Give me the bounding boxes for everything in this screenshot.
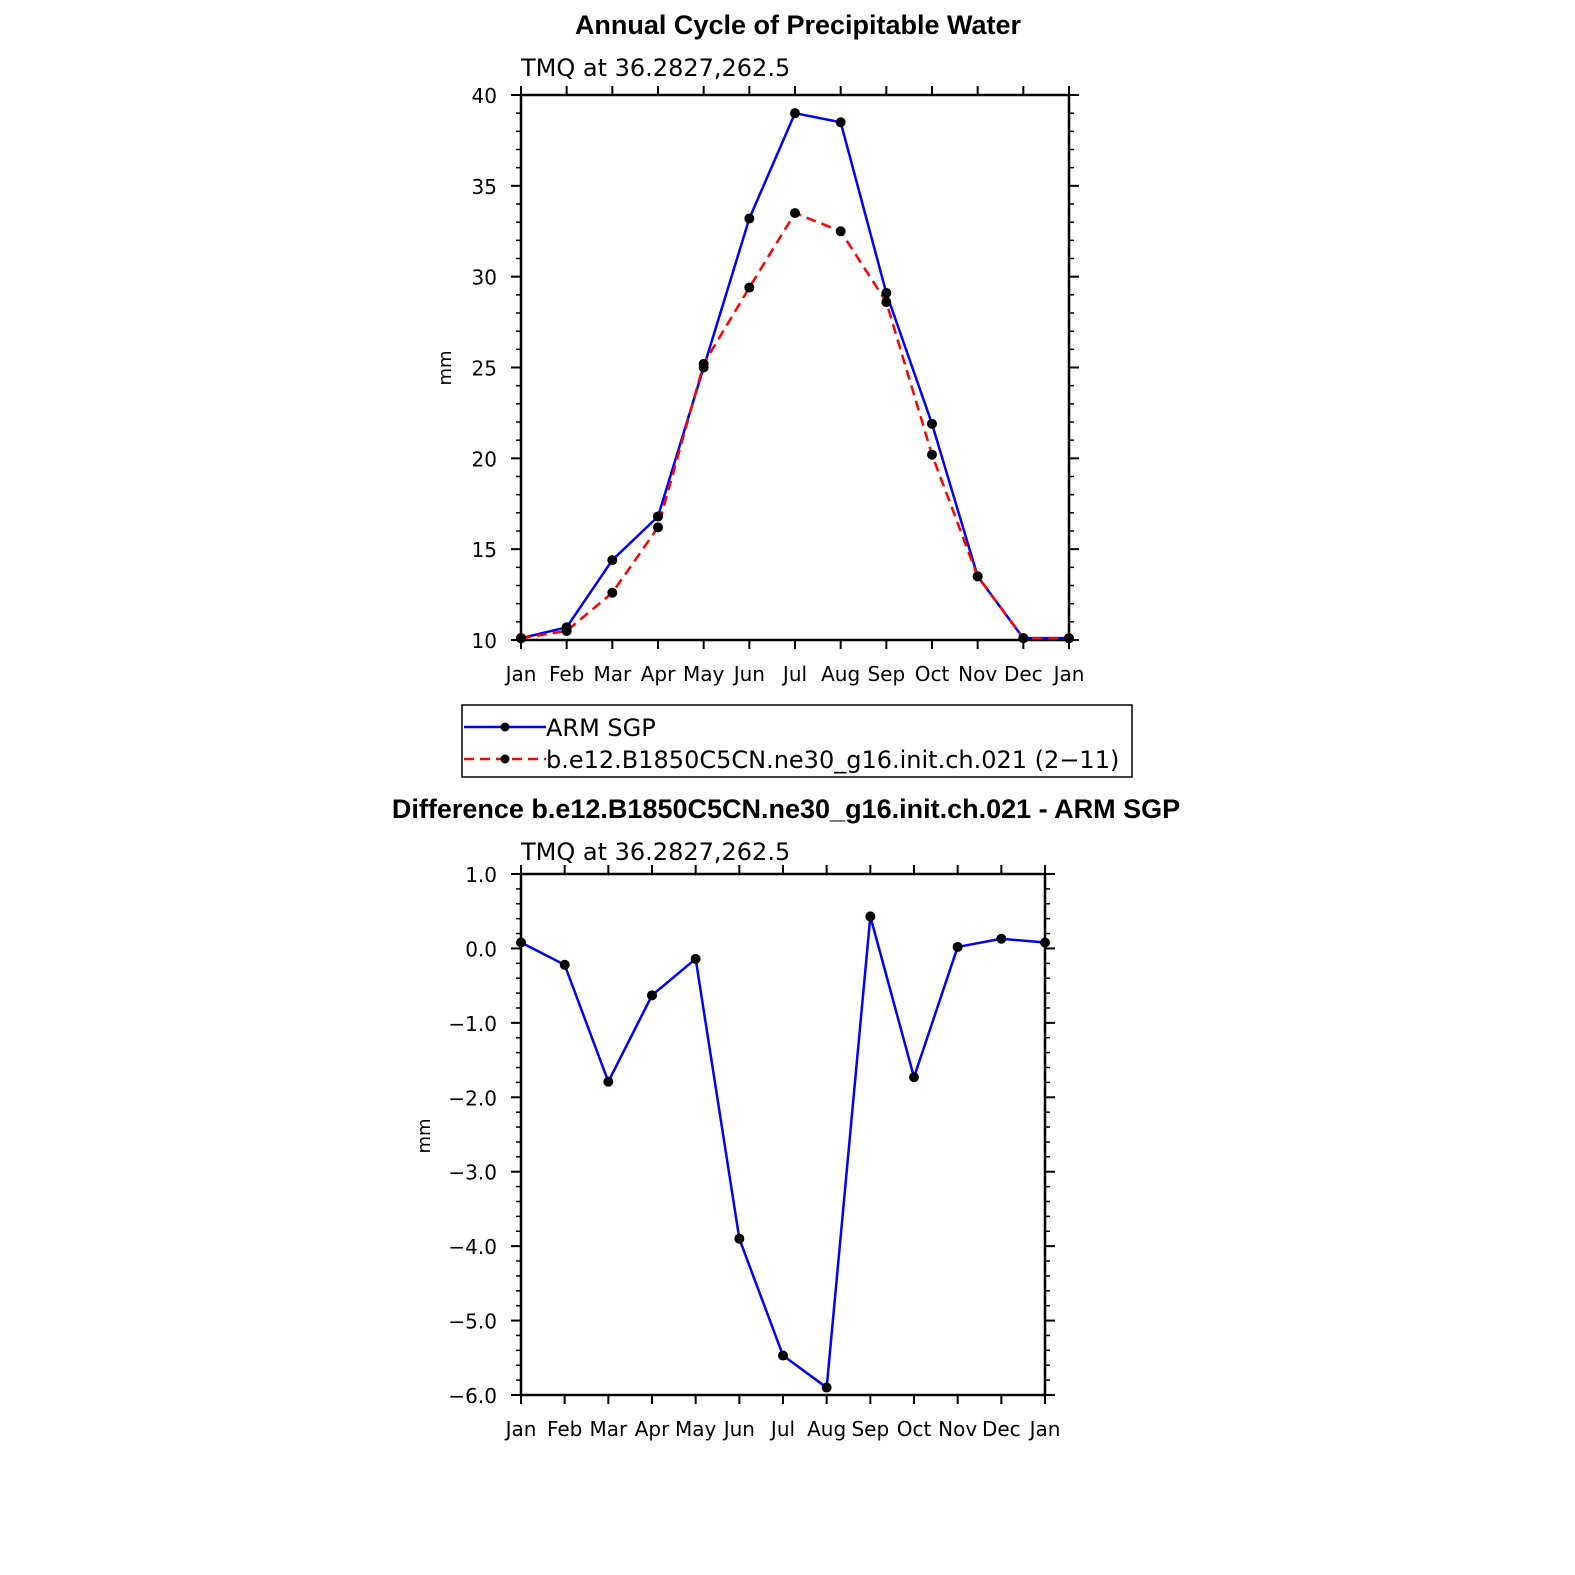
chart1-series-0-point	[927, 418, 937, 429]
chart1-series-1-point	[516, 633, 526, 644]
chart1-x-tick-label: Jan	[504, 662, 537, 686]
chart2-y-tick-label: −6.0	[448, 1384, 497, 1408]
chart1-x-tick-label: Sep	[867, 662, 905, 686]
chart1-y-tick-label: 25	[472, 357, 497, 381]
chart2-y-tick-label: −5.0	[448, 1310, 497, 1334]
chart2-series-0-point	[952, 941, 963, 952]
chart2-x-tick-label: Jun	[722, 1417, 755, 1441]
legend: ARM SGP b.e12.B1850C5CN.ne30_g16.init.ch…	[461, 704, 1133, 778]
chart1-series-1-point	[744, 282, 755, 293]
chart2-x-tick-label: Jan	[1028, 1417, 1061, 1441]
chart1-x-tick-label: Jun	[732, 662, 765, 686]
chart1-x-tick-label: Oct	[915, 662, 950, 686]
chart2-series-0-point	[690, 953, 701, 964]
chart2-series-0-point	[603, 1076, 614, 1087]
chart2-series-0-point	[778, 1350, 788, 1361]
chart1-series-0-point	[607, 555, 618, 566]
chart2-series-0-point	[647, 990, 657, 1001]
chart2-series-0-point	[865, 911, 876, 922]
chart1-series-0-point	[881, 288, 892, 299]
chart2-series-0-point	[1040, 937, 1050, 948]
chart1-series-1-point	[790, 208, 800, 219]
chart1-x-tick-label: Dec	[1004, 662, 1043, 686]
chart2-x-tick-label: Sep	[851, 1417, 889, 1441]
legend-label-model: b.e12.B1850C5CN.ne30_g16.init.ch.021 (2−…	[546, 746, 1119, 774]
chart2-y-tick-label: −2.0	[448, 1086, 497, 1110]
chart1-series-0-point	[790, 108, 800, 119]
chart1-y-tick-label: 20	[472, 447, 497, 471]
chart1-series-1-point	[1018, 633, 1029, 644]
chart1-subtitle: TMQ at 36.2827,262.5	[520, 54, 790, 82]
chart2-series-0-point	[516, 937, 526, 948]
chart2-x-tick-label: Jan	[504, 1417, 537, 1441]
chart2-plot-frame	[519, 872, 1047, 1397]
chart1-x-tick-label: Aug	[821, 662, 860, 686]
chart2-y-tick-label: −4.0	[448, 1235, 497, 1259]
chart1-series-1-point	[607, 587, 618, 598]
chart2-x-tick-label: Mar	[589, 1417, 628, 1441]
chart1-plot: Jan Feb Mar Apr May Jun Jul Aug Sep Oct Nov Dec Jan 1…	[472, 84, 1085, 686]
chart1-series-1-point	[653, 522, 663, 533]
chart2-series-0-point	[996, 933, 1007, 944]
chart1-series-1-point	[835, 226, 846, 237]
chart1-y-tick-label: 35	[472, 175, 497, 199]
chart2-x-tick-label: Dec	[982, 1417, 1021, 1441]
chart1-x-tick-label: Jan	[1052, 662, 1085, 686]
chart1-plot-frame	[519, 93, 1071, 642]
chart1-x-tick-label: Apr	[641, 662, 676, 686]
legend-label-arm-sgp: ARM SGP	[546, 714, 656, 742]
chart1-x-tick-label: Nov	[958, 662, 997, 686]
chart2-series-0-point	[821, 1382, 832, 1393]
chart1-y-tick-label: 30	[472, 266, 497, 290]
chart1-y-tick-label: 40	[472, 84, 497, 108]
chart2-x-tick-label: Apr	[635, 1417, 670, 1441]
chart1-x-tick-label: Jul	[781, 662, 807, 686]
chart2-y-axis-label: mm	[414, 1118, 435, 1153]
chart1-series-1-point	[1064, 633, 1074, 644]
chart2-y-tick-label: 1.0	[465, 863, 497, 887]
chart2-y-tick-label: −1.0	[448, 1012, 497, 1036]
chart1-x-tick-label: Mar	[593, 662, 632, 686]
legend-marker-model	[500, 754, 510, 764]
legend-box	[461, 704, 1133, 778]
chart2-series-0-line	[520, 915, 1046, 1389]
chart1-series-1-point	[972, 571, 983, 582]
chart1-series-0-point	[835, 117, 846, 128]
chart1-series-0-point	[744, 213, 755, 224]
chart2-subtitle: TMQ at 36.2827,262.5	[520, 838, 790, 866]
chart2-y-tick-label: 0.0	[465, 937, 497, 961]
chart1-series-0-point	[653, 511, 663, 522]
chart2-x-tick-label: Jul	[769, 1417, 795, 1441]
chart2-x-tick-label: Aug	[807, 1417, 846, 1441]
chart2-x-tick-label: Nov	[938, 1417, 977, 1441]
chart1-series-1-point	[561, 625, 572, 636]
chart1-series-1-point	[927, 449, 937, 460]
chart1-series-1-point	[698, 358, 709, 369]
chart2-title: Difference b.e12.B1850C5CN.ne30_g16.init…	[392, 794, 1180, 824]
chart2-x-tick-label: Oct	[897, 1417, 932, 1441]
chart2-plot: Jan Feb Mar Apr May Jun Jul Aug Sep Oct Nov Dec Jan 1…	[448, 863, 1060, 1441]
legend-marker-arm-sgp	[500, 722, 510, 732]
chart1-x-tick-label: May	[683, 662, 725, 686]
chart2-series-0-point	[909, 1072, 919, 1083]
chart1-y-tick-label: 10	[472, 629, 497, 653]
chart2-series-0-point	[734, 1233, 745, 1244]
chart2-x-tick-label: Feb	[547, 1417, 582, 1441]
chart2-y-tick-label: −3.0	[448, 1161, 497, 1185]
chart1-series-1-point	[881, 297, 892, 308]
chart1-x-tick-label: Feb	[549, 662, 584, 686]
chart1-y-axis-label: mm	[435, 350, 456, 385]
chart1-y-tick-label: 15	[472, 538, 497, 562]
chart2-series-0-point	[559, 959, 570, 970]
chart1-series-0-line	[520, 111, 1069, 640]
chart1-title: Annual Cycle of Precipitable Water	[575, 10, 1022, 40]
chart2-x-tick-label: May	[675, 1417, 717, 1441]
